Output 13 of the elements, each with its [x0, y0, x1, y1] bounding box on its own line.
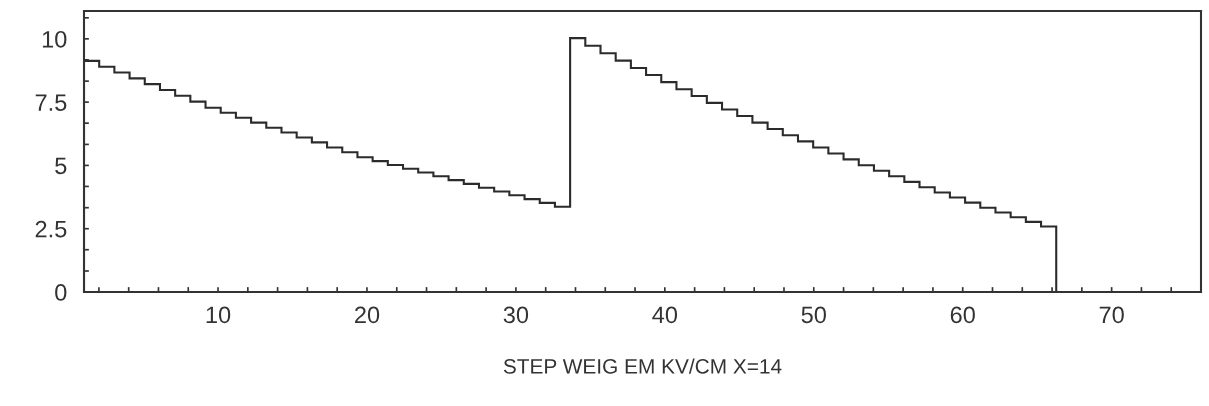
x-tick-label: 30 — [503, 306, 529, 324]
x-tick-label: 20 — [355, 306, 380, 324]
x-tick-label: 10 — [206, 306, 231, 324]
y-tick-label: 0 — [55, 284, 67, 301]
x-tick-label: 60 — [950, 306, 975, 324]
y-tick-label: 10 — [42, 30, 67, 48]
y-tick-label: 2.5 — [35, 220, 67, 238]
x-tick-label: 40 — [652, 306, 678, 324]
x-tick-label: 70 — [1099, 306, 1124, 324]
y-tick-label: 5 — [55, 157, 67, 175]
y-tick-label: 7.5 — [35, 94, 67, 111]
x-axis-title: STEP WEIG EM KV/CM X=14 — [503, 358, 782, 374]
x-tick-label: 50 — [801, 306, 826, 324]
